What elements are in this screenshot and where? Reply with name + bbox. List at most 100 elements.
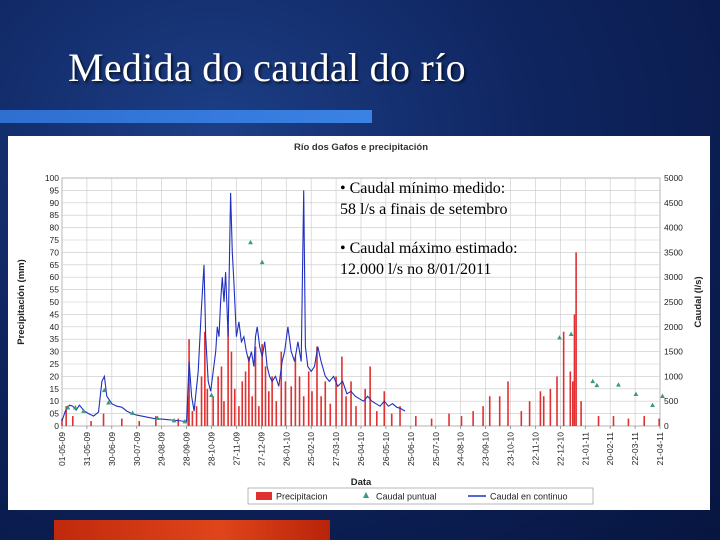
x-tick-label: 28-09-09 (182, 432, 192, 466)
precipitation-bar (355, 406, 357, 426)
precipitation-bar (61, 418, 63, 426)
precipitation-bar (341, 356, 343, 426)
spot-flow-marker (633, 391, 639, 397)
precipitation-bar (280, 351, 283, 426)
y-right-tick-label: 4500 (664, 198, 683, 208)
y-left-tick-label: 20 (50, 371, 60, 381)
y-left-tick-label: 30 (50, 347, 60, 357)
y-axis-right-label: Caudal (l/s) (693, 276, 704, 327)
x-tick-label: 27-12-09 (256, 432, 266, 466)
precipitation-bar (597, 416, 600, 426)
precipitation-bar (254, 346, 257, 426)
spot-flow-marker (171, 417, 177, 423)
y-left-tick-label: 25 (50, 359, 60, 369)
x-tick-label: 27-03-10 (331, 432, 341, 466)
slide-title: Medida do caudal do río (68, 45, 466, 90)
legend-label: Precipitacion (276, 492, 328, 502)
y-right-tick-label: 5000 (664, 173, 683, 183)
x-tick-label: 30-06-09 (107, 432, 117, 466)
spot-flow-marker (557, 335, 562, 340)
precipitation-bar (238, 406, 240, 426)
precipitation-bar (528, 401, 531, 426)
precipitation-bar (542, 396, 545, 426)
precipitation-bar (294, 356, 297, 426)
precipitation-bar (244, 371, 247, 426)
spot-flow-marker (81, 408, 86, 413)
y-left-tick-label: 10 (50, 396, 60, 406)
precipitation-bars (61, 252, 660, 426)
chart-axes: 0 05 10 15 20 25 30 35 40 45 50 55 60 65 70 75 80 85 90 95 1… (16, 173, 704, 488)
precipitation-bar (275, 401, 278, 426)
precipitation-bar (261, 344, 263, 426)
y-right-tick-label: 4000 (664, 223, 683, 233)
precipitation-bar (320, 396, 322, 426)
precipitation-bar (223, 401, 225, 426)
spot-flow-marker (594, 382, 600, 388)
precipitation-bar (482, 406, 484, 426)
bottom-accent-bar (54, 520, 330, 540)
precipitation-bar (390, 413, 393, 426)
precipitation-bar (364, 388, 366, 426)
precipitation-bar (556, 376, 558, 426)
y-left-tick-label: 50 (50, 297, 60, 307)
flow-precipitation-chart: 0 05 10 15 20 25 30 35 40 45 50 55 60 65 70 75 80 85 90 95 1… (16, 142, 704, 505)
x-tick-label: 23-09-10 (481, 432, 491, 466)
precipitation-bar (549, 388, 552, 426)
precipitation-bar (571, 381, 574, 426)
precipitation-bar (230, 351, 233, 426)
precipitation-bar (562, 331, 565, 426)
y-right-tick-label: 2000 (664, 322, 683, 332)
precipitation-bar (155, 416, 157, 426)
precipitation-bar (248, 356, 250, 426)
precipitation-bar (307, 371, 310, 426)
x-tick-label: 29-08-09 (157, 432, 167, 466)
precipitation-bar (324, 381, 327, 426)
spot-flow-marker (616, 382, 621, 387)
y-right-tick-label: 1500 (664, 347, 683, 357)
precipitation-bar (627, 418, 630, 426)
x-tick-label: 24-08-10 (456, 432, 466, 466)
x-tick-label: 26-01-10 (281, 432, 291, 466)
y-left-tick-label: 0 (54, 421, 59, 431)
note-max-flow: • Caudal máximo estimado: 12.000 l/s no … (340, 240, 518, 278)
x-tick-label: 31-05-09 (82, 432, 92, 466)
precipitation-bar (350, 381, 352, 426)
precipitation-bar (399, 406, 401, 426)
precipitation-bar (217, 376, 219, 426)
precipitation-bar (188, 339, 190, 426)
x-tick-label: 25-07-10 (431, 432, 441, 466)
continuous-flow-path (61, 190, 406, 423)
precipitation-bar (460, 416, 463, 426)
x-tick-label: 22-11-10 (530, 432, 540, 466)
precipitation-bar (575, 252, 577, 426)
continuous-flow-line (61, 190, 406, 423)
x-tick-label: 26-04-10 (356, 432, 366, 466)
y-left-tick-label: 85 (50, 210, 60, 220)
title-underline-bar (0, 110, 372, 123)
precipitation-bar (71, 416, 74, 426)
y-right-tick-label: 2500 (664, 297, 683, 307)
spot-flow-marker (182, 418, 188, 424)
legend-swatch-spot-flow (363, 492, 369, 498)
precipitation-bar (271, 376, 273, 426)
precipitation-bar (177, 418, 180, 426)
note-min-flow: • Caudal mínimo medido: 58 l/s a finais … (340, 180, 508, 218)
y-left-tick-label: 95 (50, 185, 60, 195)
x-tick-label: 01-05-09 (57, 432, 67, 466)
precipitation-bar (187, 396, 190, 426)
y-axis-left-label: Precipitación (mm) (16, 259, 27, 345)
y-right-tick-label: 500 (664, 396, 678, 406)
precipitation-bar (290, 386, 293, 426)
x-axis-label: Data (351, 477, 372, 488)
spot-flow-marker (65, 405, 71, 410)
precipitation-bar (507, 381, 509, 426)
y-left-tick-label: 100 (45, 173, 59, 183)
x-tick-label: 22-03-11 (630, 432, 640, 466)
precipitation-bar (251, 396, 253, 426)
x-tick-label: 27-11-09 (231, 432, 241, 466)
y-left-tick-label: 70 (50, 247, 60, 257)
precipitation-bar (329, 403, 332, 426)
precipitation-bar (65, 406, 67, 426)
precipitation-bar (268, 391, 270, 426)
precipitation-bar (302, 396, 305, 426)
